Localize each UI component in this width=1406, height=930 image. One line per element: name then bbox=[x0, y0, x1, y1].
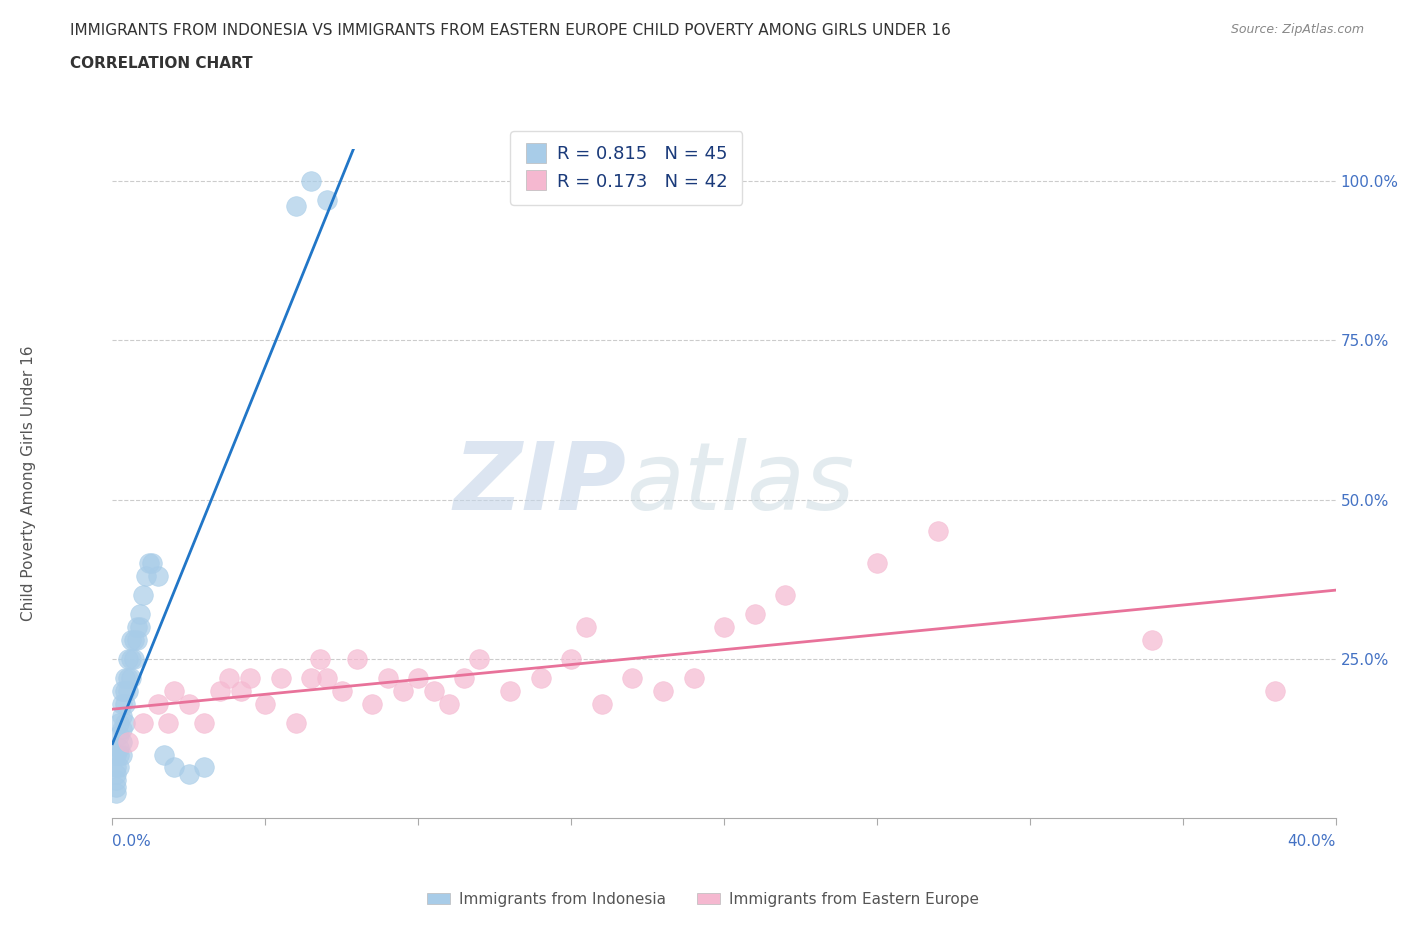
Point bbox=[117, 684, 139, 698]
Point bbox=[254, 697, 277, 711]
Point bbox=[299, 671, 322, 685]
Point bbox=[104, 760, 127, 775]
Point bbox=[284, 199, 308, 214]
Point bbox=[218, 671, 240, 685]
Point bbox=[117, 671, 139, 685]
Point bbox=[315, 671, 337, 685]
Point bbox=[453, 671, 475, 685]
Point bbox=[107, 728, 129, 743]
Point bbox=[107, 760, 129, 775]
Point bbox=[177, 697, 200, 711]
Point bbox=[560, 652, 582, 667]
Text: ZIP: ZIP bbox=[453, 438, 626, 529]
Point bbox=[744, 607, 766, 622]
Legend: Immigrants from Indonesia, Immigrants from Eastern Europe: Immigrants from Indonesia, Immigrants fr… bbox=[420, 886, 986, 913]
Point bbox=[153, 747, 176, 762]
Point bbox=[104, 786, 127, 801]
Text: Child Poverty Among Girls Under 16: Child Poverty Among Girls Under 16 bbox=[21, 346, 35, 621]
Point bbox=[392, 684, 415, 698]
Point bbox=[408, 671, 430, 685]
Point bbox=[437, 697, 460, 711]
Point bbox=[193, 715, 215, 730]
Point bbox=[107, 715, 129, 730]
Point bbox=[104, 773, 127, 788]
Point bbox=[866, 556, 889, 571]
Point bbox=[775, 588, 797, 603]
Point bbox=[621, 671, 644, 685]
Point bbox=[193, 760, 215, 775]
Point bbox=[177, 766, 200, 781]
Text: atlas: atlas bbox=[626, 438, 855, 529]
Point bbox=[114, 697, 136, 711]
Point bbox=[208, 684, 231, 698]
Point bbox=[148, 697, 170, 711]
Point bbox=[122, 652, 145, 667]
Point bbox=[575, 619, 598, 634]
Point bbox=[120, 652, 142, 667]
Point bbox=[239, 671, 262, 685]
Text: 40.0%: 40.0% bbox=[1288, 834, 1336, 849]
Point bbox=[499, 684, 522, 698]
Point bbox=[163, 684, 186, 698]
Point bbox=[713, 619, 735, 634]
Point bbox=[1264, 684, 1286, 698]
Point bbox=[682, 671, 704, 685]
Point bbox=[422, 684, 444, 698]
Point bbox=[111, 722, 134, 737]
Point bbox=[361, 697, 384, 711]
Point bbox=[114, 715, 136, 730]
Point bbox=[229, 684, 252, 698]
Point bbox=[652, 684, 675, 698]
Point bbox=[125, 632, 148, 647]
Point bbox=[120, 632, 142, 647]
Text: CORRELATION CHART: CORRELATION CHART bbox=[70, 56, 253, 71]
Point bbox=[114, 684, 136, 698]
Point bbox=[346, 652, 368, 667]
Point bbox=[330, 684, 353, 698]
Point bbox=[107, 747, 129, 762]
Point bbox=[138, 556, 160, 571]
Point bbox=[591, 697, 613, 711]
Point bbox=[468, 652, 491, 667]
Point bbox=[309, 652, 332, 667]
Point bbox=[104, 747, 127, 762]
Point bbox=[120, 671, 142, 685]
Text: IMMIGRANTS FROM INDONESIA VS IMMIGRANTS FROM EASTERN EUROPE CHILD POVERTY AMONG : IMMIGRANTS FROM INDONESIA VS IMMIGRANTS … bbox=[70, 23, 952, 38]
Point bbox=[315, 193, 337, 207]
Point bbox=[111, 747, 134, 762]
Point bbox=[111, 709, 134, 724]
Point bbox=[1142, 632, 1164, 647]
Point bbox=[104, 766, 127, 781]
Point bbox=[111, 684, 134, 698]
Point bbox=[156, 715, 179, 730]
Legend: R = 0.815   N = 45, R = 0.173   N = 42: R = 0.815 N = 45, R = 0.173 N = 42 bbox=[510, 131, 742, 205]
Point bbox=[530, 671, 553, 685]
Text: Source: ZipAtlas.com: Source: ZipAtlas.com bbox=[1230, 23, 1364, 36]
Point bbox=[135, 568, 157, 583]
Point bbox=[132, 715, 155, 730]
Point bbox=[111, 735, 134, 750]
Point bbox=[270, 671, 292, 685]
Point bbox=[163, 760, 186, 775]
Point bbox=[132, 588, 155, 603]
Point bbox=[129, 607, 152, 622]
Text: 0.0%: 0.0% bbox=[112, 834, 152, 849]
Point bbox=[377, 671, 399, 685]
Point bbox=[125, 619, 148, 634]
Point bbox=[104, 779, 127, 794]
Point bbox=[299, 173, 322, 188]
Point bbox=[122, 632, 145, 647]
Point bbox=[927, 524, 949, 538]
Point bbox=[107, 741, 129, 756]
Point bbox=[148, 568, 170, 583]
Point bbox=[114, 671, 136, 685]
Point bbox=[129, 619, 152, 634]
Point bbox=[141, 556, 163, 571]
Point bbox=[284, 715, 308, 730]
Point bbox=[117, 652, 139, 667]
Point bbox=[117, 735, 139, 750]
Point bbox=[111, 697, 134, 711]
